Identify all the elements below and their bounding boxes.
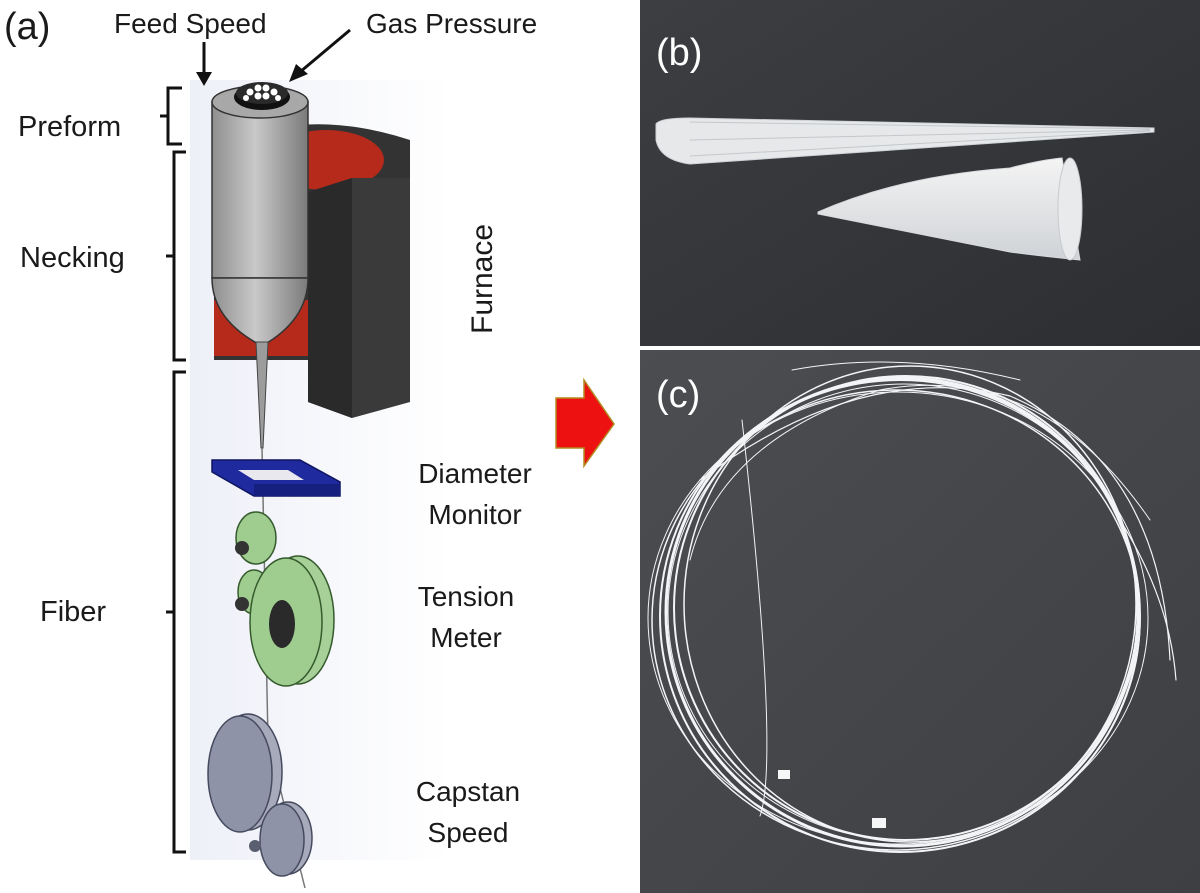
fiber-label: Fiber (40, 596, 107, 628)
fiber-coil (647, 361, 1177, 853)
transition-arrow-icon (555, 377, 615, 469)
necking-label: Necking (20, 242, 125, 274)
tapered-preform-cone (817, 157, 1081, 261)
capstan-device (207, 713, 313, 877)
tension-meter-label: Tension Meter (417, 581, 515, 653)
gas-pressure-arrow (289, 28, 351, 82)
preform-label: Preform (18, 111, 122, 143)
photo-b-background (640, 0, 1200, 346)
furnace-label: Furnace (466, 223, 499, 334)
tapered-preform-long (655, 117, 1155, 165)
gas-pressure-label: Gas Pressure (366, 8, 538, 39)
capstan-speed-label: Capstan Speed (415, 776, 521, 848)
coil-tie (872, 818, 886, 828)
bracket-necking (166, 150, 186, 362)
panel-c-letter: (c) (656, 374, 701, 416)
photo-c-background (640, 350, 1200, 893)
bracket-preform (160, 86, 182, 146)
panel-b-letter: (b) (656, 32, 703, 74)
coil-tie (778, 770, 790, 779)
preform-holes-icon (234, 82, 290, 110)
diameter-monitor-label: Diameter Monitor (418, 458, 532, 530)
bracket-fiber (166, 370, 186, 854)
panel-a-letter: (a) (4, 6, 51, 48)
tension-meter-device (235, 511, 335, 687)
feed-speed-arrow (196, 42, 212, 86)
feed-speed-label: Feed Speed (114, 8, 267, 39)
diameter-monitor-device (211, 459, 341, 497)
